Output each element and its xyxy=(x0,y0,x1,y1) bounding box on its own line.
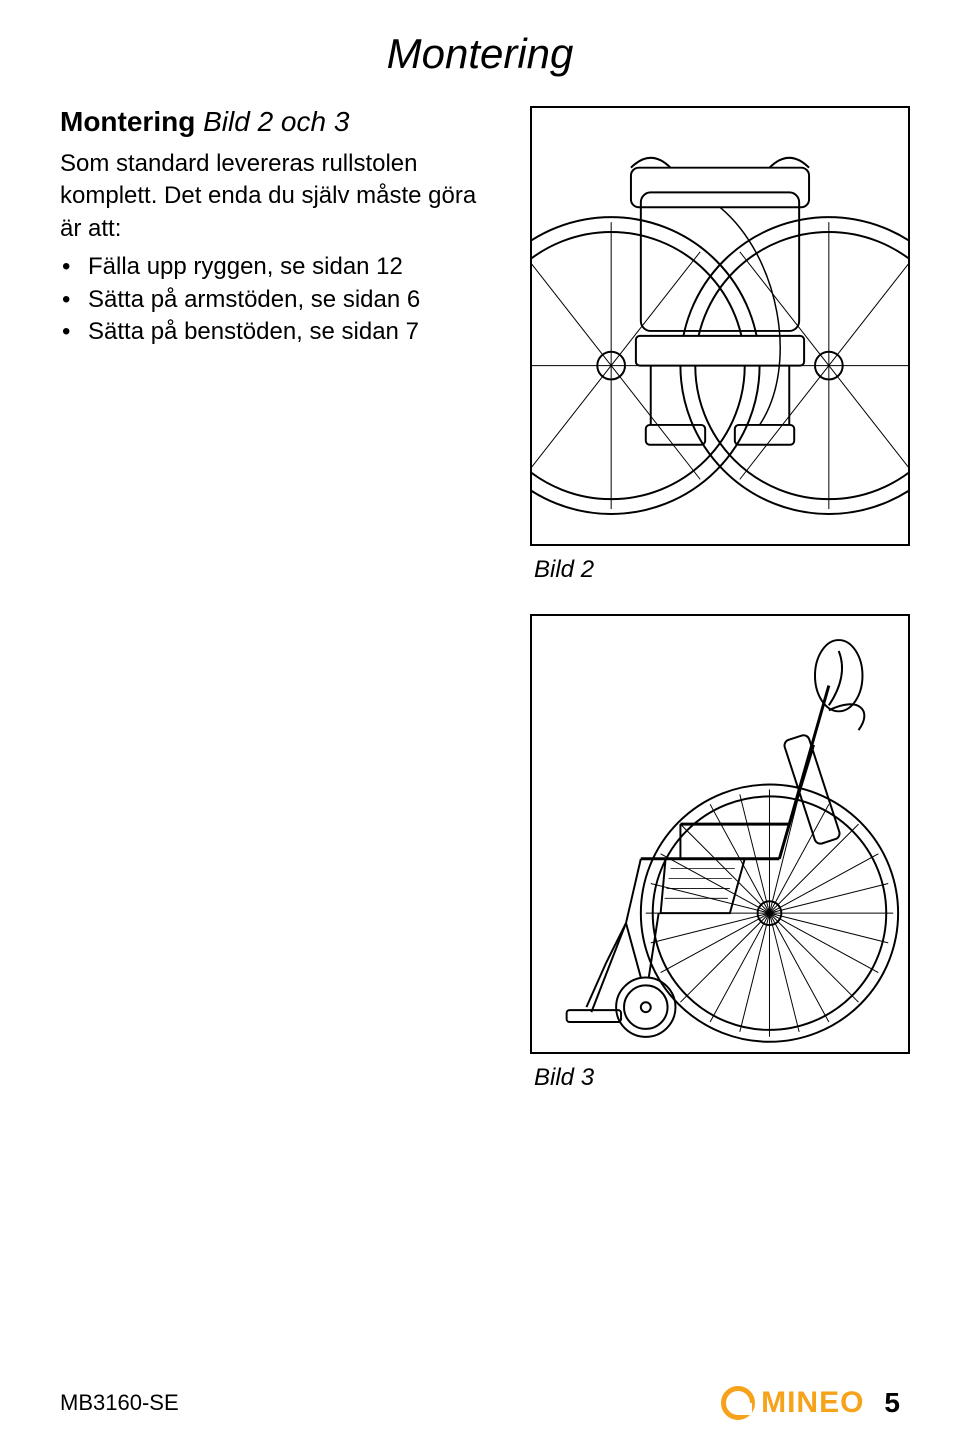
list-item: Sätta på benstöden, se sidan 7 xyxy=(60,316,500,348)
page-number: 5 xyxy=(884,1387,900,1419)
wheelchair-side-icon xyxy=(532,614,908,1054)
intro-paragraph: Som standard levereras rullstolen komple… xyxy=(60,148,500,245)
content-row: Montering Bild 2 och 3 Som standard leve… xyxy=(60,106,900,1122)
figure-1-box xyxy=(530,106,910,546)
heading-bold: Montering xyxy=(60,106,195,137)
brand-logo: MINEO xyxy=(721,1386,864,1420)
logo-text: MINEO xyxy=(761,1386,864,1420)
bullet-list: Fälla upp ryggen, se sidan 12 Sätta på a… xyxy=(60,251,500,348)
list-item: Sätta på armstöden, se sidan 6 xyxy=(60,284,500,316)
logo-mark-icon xyxy=(721,1386,755,1420)
figure-2-caption: Bild 3 xyxy=(534,1064,594,1092)
text-column: Montering Bild 2 och 3 Som standard leve… xyxy=(60,106,500,1122)
list-item: Fälla upp ryggen, se sidan 12 xyxy=(60,251,500,283)
heading-italic: Bild 2 och 3 xyxy=(203,106,349,137)
doc-code: MB3160-SE xyxy=(60,1390,179,1416)
figure-2-box xyxy=(530,614,910,1054)
page-title: Montering xyxy=(60,30,900,78)
wheelchair-rear-icon xyxy=(532,106,908,546)
page-footer: MB3160-SE MINEO 5 xyxy=(60,1386,900,1420)
figure-column: Bild 2 xyxy=(530,106,910,1122)
footer-right: MINEO 5 xyxy=(721,1386,900,1420)
figure-1-caption: Bild 2 xyxy=(534,556,594,584)
section-heading: Montering Bild 2 och 3 xyxy=(60,106,500,138)
